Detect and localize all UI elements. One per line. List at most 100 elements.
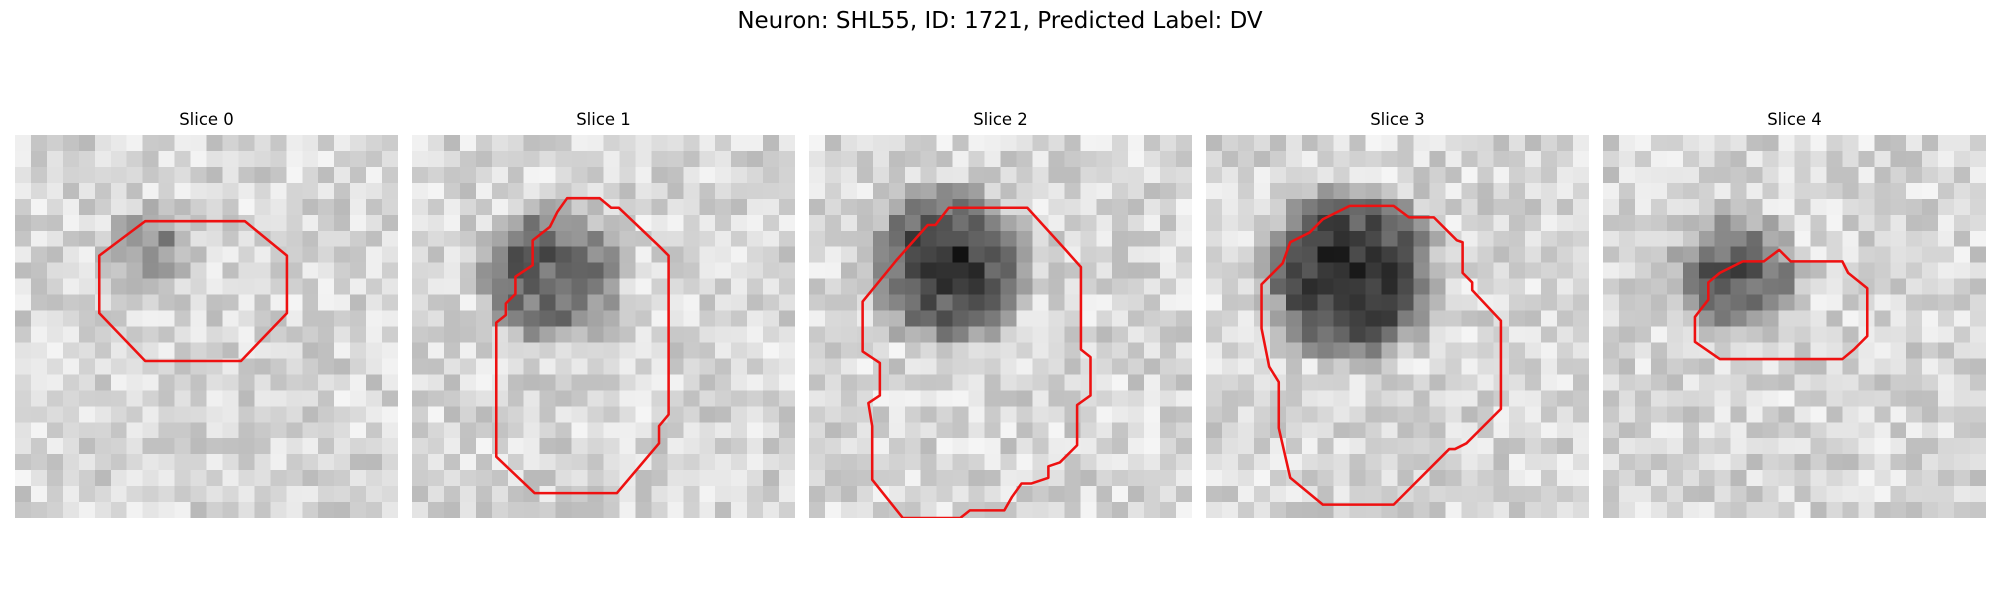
pixel <box>1730 198 1747 216</box>
pixel <box>699 262 716 279</box>
pixel <box>587 262 604 279</box>
pixel <box>1333 326 1350 343</box>
pixel <box>222 454 239 471</box>
pixel <box>1493 246 1510 263</box>
pixel <box>350 422 367 439</box>
pixel <box>78 262 96 279</box>
pixel <box>936 214 953 232</box>
pixel <box>1778 342 1795 359</box>
pixel <box>1906 278 1923 295</box>
pixel <box>382 486 398 503</box>
pixel <box>126 358 143 375</box>
pixel <box>318 486 335 503</box>
pixel <box>1525 166 1542 184</box>
pixel <box>1285 278 1303 295</box>
pixel <box>1160 422 1177 439</box>
pixel <box>952 374 969 391</box>
pixel <box>1445 422 1462 439</box>
pixel <box>507 182 525 200</box>
pixel <box>1032 294 1049 311</box>
pixel <box>523 470 540 487</box>
pixel <box>571 246 588 263</box>
pixel <box>587 406 604 423</box>
pixel <box>1461 150 1478 168</box>
pixel <box>1429 278 1446 295</box>
pixel <box>1064 502 1081 518</box>
pixel <box>15 326 32 343</box>
pixel <box>443 230 461 248</box>
pixel <box>158 230 175 248</box>
pixel <box>715 342 732 359</box>
pixel <box>62 502 80 518</box>
pixel <box>412 406 429 423</box>
pixel <box>1698 278 1716 295</box>
pixel <box>318 438 335 455</box>
pixel <box>1842 246 1859 263</box>
pixel <box>555 374 572 391</box>
pixel <box>1906 150 1923 168</box>
pixel <box>443 294 461 311</box>
pixel <box>126 470 143 487</box>
pixel <box>603 326 620 343</box>
pixel <box>174 502 191 518</box>
pixel <box>651 310 668 327</box>
pixel <box>1461 374 1478 391</box>
pixel <box>366 166 383 184</box>
pixel <box>1221 358 1239 375</box>
pixel <box>603 278 620 295</box>
pixel <box>206 406 223 423</box>
pixel <box>62 246 80 263</box>
pixel <box>1890 454 1907 471</box>
pixel <box>1509 422 1526 439</box>
pixel <box>1112 422 1129 439</box>
pixel <box>382 374 398 391</box>
pixel <box>1349 358 1366 375</box>
pixel <box>491 358 509 375</box>
pixel <box>238 278 255 295</box>
pixel <box>1365 326 1382 343</box>
pixel <box>1954 214 1971 232</box>
pixel <box>1954 246 1971 263</box>
pixel <box>984 342 1001 359</box>
pixel <box>222 182 239 200</box>
pixel <box>523 310 540 327</box>
pixel <box>1144 166 1161 184</box>
pixel <box>571 230 588 248</box>
pixel <box>1634 374 1652 391</box>
pixel <box>1253 150 1271 168</box>
pixel <box>779 438 795 455</box>
pixel <box>904 198 922 216</box>
pixel <box>603 166 620 184</box>
pixel <box>1032 422 1049 439</box>
pixel <box>1096 262 1113 279</box>
pixel <box>1493 214 1510 232</box>
pixel <box>1477 374 1494 391</box>
pixel <box>1128 310 1145 327</box>
pixel <box>1000 166 1017 184</box>
pixel <box>1349 422 1366 439</box>
pixel <box>1461 358 1478 375</box>
pixel <box>779 406 795 423</box>
pixel <box>1650 470 1668 487</box>
pixel <box>968 438 985 455</box>
pixel <box>1509 470 1526 487</box>
pixel <box>1144 246 1161 263</box>
pixel <box>635 470 652 487</box>
pixel <box>1493 198 1510 216</box>
pixel <box>1810 374 1827 391</box>
pixel <box>523 214 540 232</box>
pixel <box>1253 390 1271 407</box>
pixel <box>318 390 335 407</box>
pixel <box>1206 150 1223 168</box>
pixel <box>635 214 652 232</box>
pixel <box>1842 470 1859 487</box>
pixel <box>427 502 445 518</box>
pixel <box>1221 294 1239 311</box>
pixel <box>78 502 96 518</box>
pixel <box>1397 246 1414 263</box>
pixel <box>286 502 303 518</box>
pixel <box>1826 135 1843 152</box>
pixel <box>1160 294 1177 311</box>
pixel <box>1096 374 1113 391</box>
pixel <box>1970 326 1986 343</box>
